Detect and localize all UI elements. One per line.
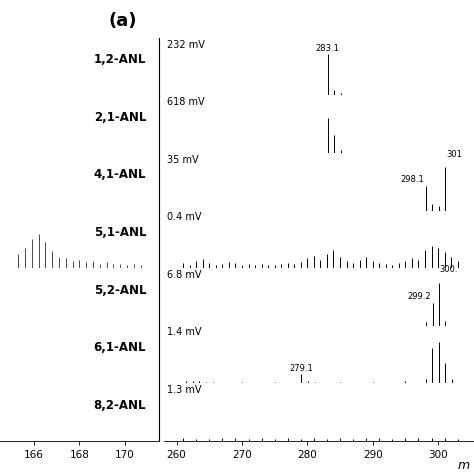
Text: 232 mV: 232 mV	[167, 40, 204, 50]
Text: 5,2-ANL: 5,2-ANL	[93, 283, 146, 297]
Text: 0.4 mV: 0.4 mV	[167, 212, 201, 222]
Text: 5,1-ANL: 5,1-ANL	[93, 226, 146, 239]
Text: 1.3 mV: 1.3 mV	[167, 385, 201, 395]
Text: 301: 301	[446, 150, 462, 159]
Text: 279.1: 279.1	[290, 364, 313, 373]
Text: 6,1-ANL: 6,1-ANL	[93, 341, 146, 354]
Text: 618 mV: 618 mV	[167, 97, 204, 107]
Text: 1.4 mV: 1.4 mV	[167, 328, 201, 337]
Text: 35 mV: 35 mV	[167, 155, 198, 165]
Text: (a): (a)	[109, 12, 137, 30]
Text: 300.: 300.	[439, 265, 458, 274]
Text: 283.1: 283.1	[316, 44, 339, 53]
Text: 8,2-ANL: 8,2-ANL	[93, 399, 146, 411]
Text: 299.2: 299.2	[407, 292, 431, 301]
Text: 6.8 mV: 6.8 mV	[167, 270, 201, 280]
Text: 1,2-ANL: 1,2-ANL	[94, 53, 146, 66]
Text: 298.1: 298.1	[400, 175, 424, 184]
Text: 2,1-ANL: 2,1-ANL	[94, 111, 146, 124]
Text: 4,1-ANL: 4,1-ANL	[93, 168, 146, 182]
Text: m: m	[457, 459, 469, 472]
